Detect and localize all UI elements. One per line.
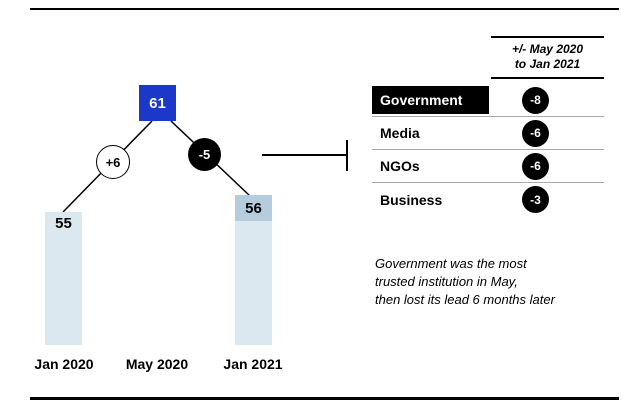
bottom-rule: [30, 397, 619, 400]
change-badge-plus-6: +6: [96, 145, 130, 179]
table-header: +/- May 2020 to Jan 2021: [491, 36, 604, 79]
bar-jan-2021: [235, 221, 272, 345]
table-row-media: Media -6: [372, 117, 604, 150]
annotation-text: Government was the most trusted institut…: [375, 256, 555, 308]
row-label-government: Government: [372, 86, 489, 114]
value-label-jan-2021: 56: [235, 195, 272, 221]
change-badge-media: -6: [522, 119, 549, 147]
change-badge-government: -8: [522, 86, 549, 114]
axis-label-jan-2020: Jan 2020: [34, 356, 94, 372]
peak-value-box-may-2020: 61: [139, 85, 176, 121]
table-row-ngos: NGOs -6: [372, 150, 604, 183]
row-label-media: Media: [380, 125, 420, 141]
bar-jan-2020: [45, 212, 82, 345]
value-label-jan-2020: 55: [55, 215, 72, 232]
top-rule: [30, 8, 619, 10]
change-badge-ngos: -6: [522, 152, 549, 180]
change-badge-minus-5: -5: [188, 138, 221, 171]
change-table: Government -8 Media -6 NGOs -6 Business …: [372, 84, 604, 216]
axis-label-jan-2021: Jan 2021: [223, 356, 283, 372]
axis-label-may-2020: May 2020: [125, 356, 189, 372]
row-label-ngos: NGOs: [380, 158, 420, 174]
row-label-business: Business: [380, 191, 443, 208]
table-row-business: Business -3: [372, 183, 604, 216]
table-row-government: Government -8: [372, 84, 604, 117]
change-badge-business: -3: [522, 186, 549, 213]
